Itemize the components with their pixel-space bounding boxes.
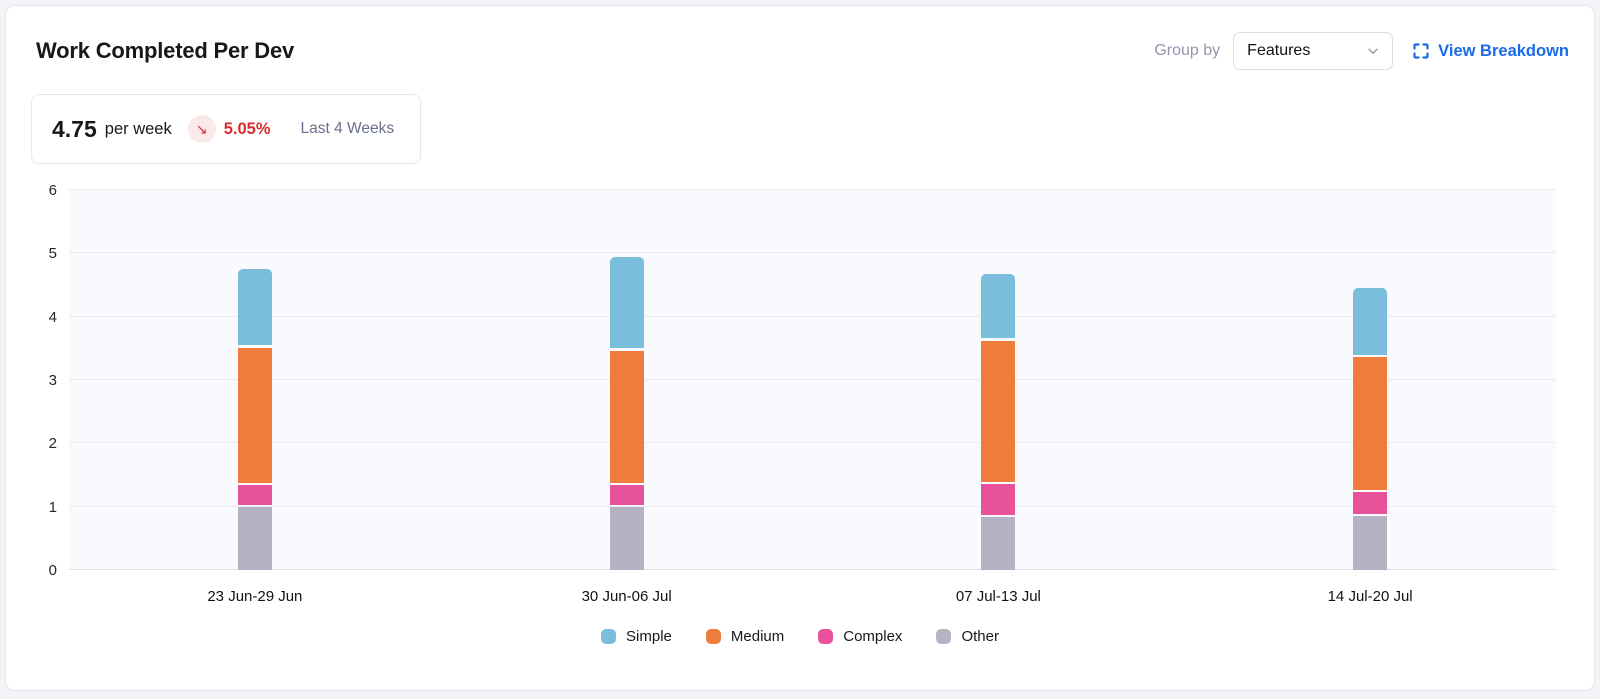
bar-segment-medium[interactable] [1353, 357, 1388, 490]
bar-07-jul-13-jul[interactable] [981, 190, 1016, 570]
gridline-y5 [69, 252, 1556, 254]
legend-label: Complex [843, 628, 903, 645]
work-completed-card: Work Completed Per Dev Group by Features [5, 5, 1595, 691]
bar-30-jun-06-jul[interactable] [609, 190, 644, 570]
view-breakdown-button[interactable]: View Breakdown [1413, 42, 1569, 61]
stacked-bar-chart: 0 1 2 3 4 5 6 23 Jun-29 Jun 30 Jun-06 Jul 07 Jul-… [31, 182, 1569, 670]
bar-segment-other[interactable] [237, 507, 272, 570]
bar-segment-simple[interactable] [981, 274, 1016, 339]
legend-swatch-other [936, 629, 952, 644]
chevron-down-icon [1368, 48, 1378, 54]
x-axis-label: 30 Jun-06 Jul [581, 588, 672, 605]
y-axis-tick-label: 0 [48, 562, 57, 579]
chart-legend: Simple Medium Complex Other [31, 628, 1569, 645]
expand-icon [1413, 43, 1429, 59]
bar-segment-complex[interactable] [1353, 492, 1388, 514]
y-axis-tick-label: 2 [48, 435, 57, 453]
summary-stat-card: 4.75 per week ↘ 5.05% Last 4 Weeks [31, 94, 422, 164]
legend-swatch-complex [818, 629, 834, 644]
stat-value: 4.75 [52, 115, 97, 142]
card-header: Work Completed Per Dev Group by Features [31, 32, 1569, 70]
bar-segment-other[interactable] [981, 517, 1016, 570]
page-title: Work Completed Per Dev [36, 38, 295, 63]
bar-segment-medium[interactable] [981, 340, 1016, 482]
gridline-y4 [69, 315, 1556, 317]
delta-value: 5.05% [223, 119, 271, 138]
gridline-y2 [69, 442, 1556, 444]
bar-segment-complex[interactable] [981, 484, 1016, 515]
y-axis-tick-label: 6 [48, 182, 57, 199]
x-axis-label: 23 Jun-29 Jun [207, 588, 303, 605]
bar-23-jun-29-jun[interactable] [237, 190, 272, 570]
bar-segment-simple[interactable] [1353, 288, 1388, 355]
legend-label: Medium [730, 628, 785, 645]
bar-segment-complex[interactable] [237, 485, 272, 505]
gridline-y6 [69, 189, 1556, 190]
x-axis-label: 07 Jul-13 Jul [955, 588, 1041, 605]
y-axis-tick-label: 5 [48, 245, 57, 263]
x-axis-label: 14 Jul-20 Jul [1327, 588, 1413, 605]
legend-label: Simple [626, 628, 672, 645]
legend-swatch-simple [601, 629, 617, 644]
trend-down-badge: ↘ [187, 115, 216, 143]
legend-swatch-medium [705, 629, 721, 644]
y-axis-tick-label: 1 [48, 498, 57, 516]
legend-item-other[interactable]: Other [936, 628, 999, 645]
stat-unit: per week [104, 119, 172, 138]
group-by-selected-value: Features [1247, 42, 1311, 59]
group-by-select[interactable]: Features [1233, 32, 1394, 70]
legend-label: Other [961, 628, 999, 645]
bar-segment-medium[interactable] [237, 347, 272, 483]
bar-segment-other[interactable] [609, 507, 644, 570]
legend-item-simple[interactable]: Simple [601, 628, 672, 645]
stat-period: Last 4 Weeks [300, 120, 395, 137]
bar-segment-other[interactable] [1353, 516, 1388, 570]
trend-down-arrow-icon: ↘ [195, 120, 208, 137]
gridline-y3 [69, 379, 1556, 380]
gridline-y0 [69, 569, 1556, 570]
bar-segment-complex[interactable] [609, 485, 644, 505]
legend-item-medium[interactable]: Medium [705, 628, 785, 645]
y-axis-tick-label: 4 [48, 308, 57, 326]
bar-segment-simple[interactable] [609, 256, 644, 349]
view-breakdown-label: View Breakdown [1438, 41, 1569, 60]
bar-14-jul-20-jul[interactable] [1353, 190, 1388, 570]
legend-item-complex[interactable]: Complex [818, 628, 902, 645]
plot-area: 0 1 2 3 4 5 6 23 Jun-29 Jun 30 Jun-06 Jul 07 Jul-… [49, 182, 1556, 605]
group-by-label: Group by [1154, 42, 1221, 59]
y-axis-tick-label: 3 [48, 372, 57, 389]
bar-segment-medium[interactable] [609, 350, 644, 483]
bar-segment-simple[interactable] [237, 269, 272, 346]
gridline-y1 [69, 505, 1556, 507]
